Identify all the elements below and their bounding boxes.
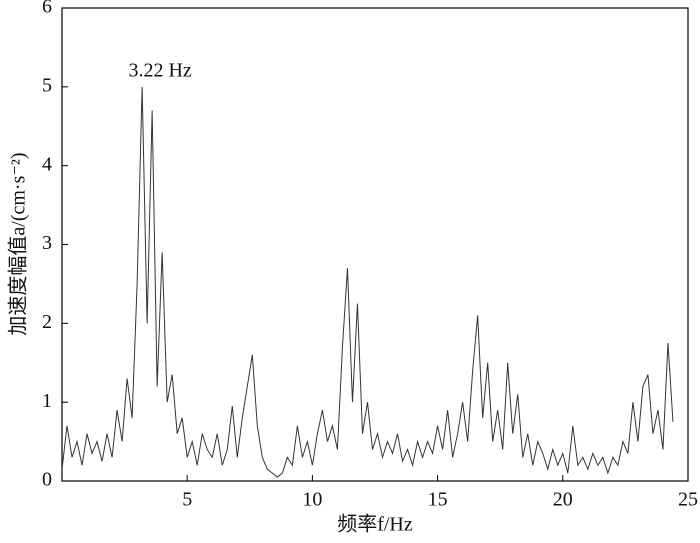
y-tick-label: 0 [42, 469, 52, 491]
y-tick-label: 5 [42, 74, 52, 96]
x-tick-label: 15 [428, 489, 448, 511]
y-tick-label: 4 [42, 153, 52, 175]
x-tick-label: 10 [302, 489, 322, 511]
peak-annotation: 3.22 Hz [128, 59, 191, 81]
y-tick-label: 1 [42, 390, 52, 412]
y-tick-label: 3 [42, 232, 52, 254]
y-axis-label: 加速度幅值a/(cm·s⁻²) [7, 152, 30, 335]
x-tick-label: 25 [678, 489, 698, 511]
x-tick-label: 20 [553, 489, 573, 511]
y-tick-label: 6 [42, 0, 52, 18]
y-tick-label: 2 [42, 311, 52, 333]
spectrum-line [61, 86, 674, 478]
x-axis-label: 频率f/Hz [337, 513, 413, 536]
x-tick-label: 5 [182, 489, 192, 511]
